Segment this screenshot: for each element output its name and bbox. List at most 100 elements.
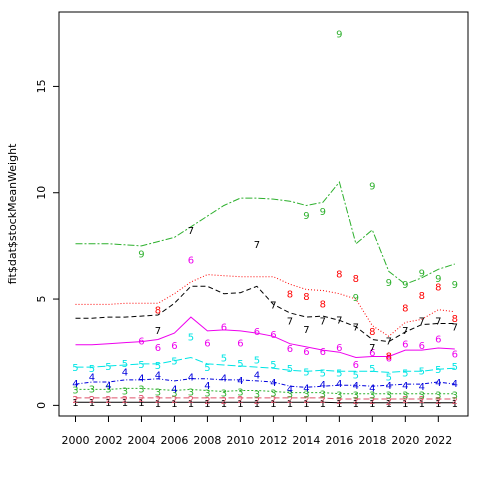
observation-label-age-3: 3 — [138, 384, 144, 395]
observation-label-age-6: 6 — [237, 339, 243, 350]
observation-label-age-4: 4 — [369, 383, 375, 394]
observation-label-age-1: 1 — [287, 399, 293, 410]
observation-label-age-3: 3 — [188, 388, 194, 399]
observation-label-age-8: 8 — [353, 274, 359, 285]
observation-label-age-3: 3 — [435, 391, 441, 402]
x-tick-label: 2004 — [127, 434, 155, 447]
observation-label-age-4: 4 — [270, 378, 276, 389]
observation-label-age-4: 4 — [452, 379, 458, 390]
observation-label-age-2: 2 — [369, 396, 375, 407]
observation-label-age-6: 6 — [270, 330, 276, 341]
y-axis: 0 5 10 15 — [35, 79, 60, 409]
observation-label-age-1: 1 — [254, 399, 260, 410]
observation-label-age-1: 1 — [336, 399, 342, 410]
observation-label-age-5: 5 — [270, 360, 276, 371]
observation-label-age-5: 5 — [303, 367, 309, 378]
observation-label-age-3: 3 — [105, 384, 111, 395]
observation-label-age-5: 5 — [105, 362, 111, 373]
fit-line-age-1 — [75, 401, 455, 404]
observation-label-age-4: 4 — [72, 379, 78, 390]
y-tick-label: 15 — [35, 79, 48, 93]
observation-label-age-4: 4 — [155, 371, 161, 382]
observation-label-age-1: 1 — [72, 398, 78, 409]
observation-label-age-1: 1 — [138, 398, 144, 409]
observation-label-age-5: 5 — [402, 368, 408, 379]
observation-label-age-7: 7 — [303, 325, 309, 336]
observation-label-age-6: 6 — [171, 341, 177, 352]
observation-label-age-2: 2 — [122, 395, 128, 406]
observation-label-age-4: 4 — [287, 384, 293, 395]
x-tick-label: 2014 — [292, 434, 320, 447]
observation-label-age-5: 5 — [89, 364, 95, 375]
observation-label-age-2: 2 — [237, 395, 243, 406]
observation-label-age-4: 4 — [138, 374, 144, 385]
observation-label-age-5: 5 — [287, 364, 293, 375]
observation-label-age-4: 4 — [320, 380, 326, 391]
observation-label-age-6: 6 — [155, 343, 161, 354]
observation-label-age-4: 4 — [221, 374, 227, 385]
observation-label-age-1: 1 — [270, 399, 276, 410]
observation-label-age-4: 4 — [171, 384, 177, 395]
observation-label-age-8: 8 — [369, 327, 375, 338]
observation-labels: 1 1 1 1 1 1 1 1 1 1 1 1 1 1 1 1 1 1 1 1 1 1 1 12 2 2 2 2 2 2 2 2 2 2 2 2 2 2 2… — [72, 29, 458, 410]
observation-label-age-3: 3 — [419, 391, 425, 402]
observation-label-age-3: 3 — [402, 391, 408, 402]
observation-label-age-5: 5 — [353, 371, 359, 382]
observation-label-age-6: 6 — [204, 339, 210, 350]
observation-label-age-2: 2 — [303, 395, 309, 406]
observation-label-age-2: 2 — [155, 395, 161, 406]
observation-label-age-3: 3 — [303, 390, 309, 401]
observation-label-age-3: 3 — [155, 388, 161, 399]
observation-label-age-6: 6 — [287, 344, 293, 355]
observation-label-age-3: 3 — [287, 390, 293, 401]
observation-label-age-4: 4 — [303, 383, 309, 394]
observation-label-age-8: 8 — [435, 282, 441, 293]
observation-label-age-8: 8 — [336, 270, 342, 281]
x-tick-label: 2016 — [325, 434, 353, 447]
observation-label-age-8: 8 — [386, 351, 392, 362]
observation-label-age-5: 5 — [254, 356, 260, 367]
x-tick-label: 2000 — [61, 434, 89, 447]
fit-line-age-9 — [75, 181, 455, 285]
observation-label-age-5: 5 — [419, 366, 425, 377]
observation-label-age-6: 6 — [452, 349, 458, 360]
observation-label-age-7: 7 — [369, 343, 375, 354]
fit-line-age-3 — [75, 387, 455, 395]
observation-label-age-1: 1 — [188, 399, 194, 410]
x-tick-label: 2002 — [94, 434, 122, 447]
observation-label-age-1: 1 — [353, 399, 359, 410]
observation-label-age-6: 6 — [336, 343, 342, 354]
observation-label-age-6: 6 — [254, 327, 260, 338]
observation-label-age-6: 6 — [369, 348, 375, 359]
x-tick-label: 2010 — [226, 434, 254, 447]
observation-label-age-9: 9 — [386, 278, 392, 289]
observation-label-age-1: 1 — [386, 399, 392, 410]
observation-label-age-5: 5 — [452, 362, 458, 373]
observation-label-age-6: 6 — [402, 340, 408, 351]
observation-label-age-8: 8 — [155, 306, 161, 317]
x-tick-label: 2020 — [391, 434, 419, 447]
observation-label-age-1: 1 — [303, 399, 309, 410]
observation-label-age-1: 1 — [419, 399, 425, 410]
observation-label-age-2: 2 — [435, 396, 441, 407]
observation-label-age-5: 5 — [336, 368, 342, 379]
observation-label-age-5: 5 — [369, 364, 375, 375]
observation-label-age-3: 3 — [369, 391, 375, 402]
x-tick-label: 2012 — [259, 434, 287, 447]
x-axis: 2000 2002 2004 2006 2008 2010 2012 2014 2016 2018… — [61, 415, 452, 447]
observation-label-age-2: 2 — [320, 395, 326, 406]
observation-label-age-3: 3 — [72, 385, 78, 396]
observation-label-age-7: 7 — [188, 226, 194, 237]
observation-label-age-6: 6 — [353, 360, 359, 371]
observation-label-age-5: 5 — [386, 373, 392, 384]
observation-label-age-6: 6 — [386, 354, 392, 365]
observation-label-age-5: 5 — [221, 354, 227, 365]
observation-label-age-1: 1 — [402, 399, 408, 410]
observation-label-age-1: 1 — [435, 399, 441, 410]
x-tick-label: 2022 — [424, 434, 452, 447]
observation-label-age-9: 9 — [435, 274, 441, 285]
observation-label-age-5: 5 — [138, 360, 144, 371]
observation-label-age-8: 8 — [402, 304, 408, 315]
